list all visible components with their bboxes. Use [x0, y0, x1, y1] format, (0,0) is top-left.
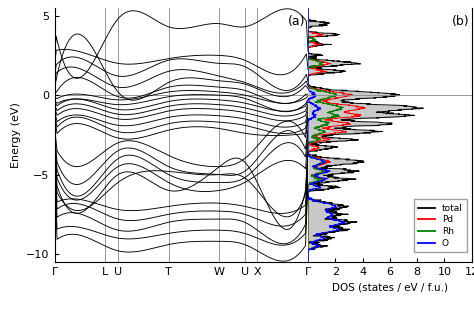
Y-axis label: Energy (eV): Energy (eV) [11, 102, 21, 168]
Text: (a): (a) [288, 16, 305, 29]
Legend: total, Pd, Rh, O: total, Pd, Rh, O [414, 199, 467, 252]
Text: (b): (b) [452, 16, 470, 29]
X-axis label: DOS (states / eV / f.u.): DOS (states / eV / f.u.) [332, 282, 448, 292]
